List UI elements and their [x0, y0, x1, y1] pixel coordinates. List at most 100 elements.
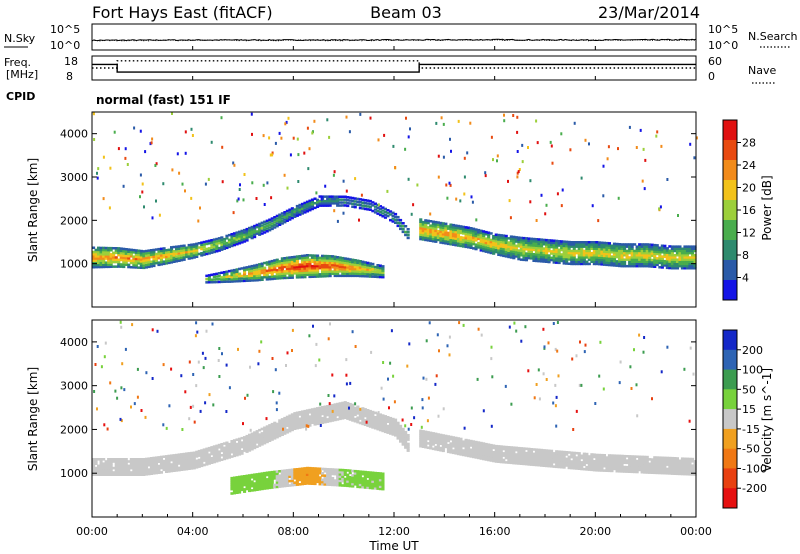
- power-marks-cell: [547, 256, 551, 259]
- power-marks-noise: [658, 207, 661, 211]
- vel-marks-noise: [192, 373, 195, 376]
- vel-marks-cell: [333, 414, 337, 417]
- power-marks-cell: [688, 264, 692, 268]
- power-marks-cell: [610, 255, 614, 258]
- power-marks-cell: [655, 244, 659, 247]
- power-y-tick-label: 3000: [60, 171, 88, 184]
- sky-series: [91, 38, 697, 42]
- vel-marks-cell: [273, 428, 277, 431]
- vel-marks-noise: [123, 388, 126, 392]
- power-marks-cell: [489, 240, 493, 244]
- vel-marks-cell: [308, 480, 312, 483]
- vel-marks-cell: [660, 469, 664, 473]
- vel-marks-cell: [663, 465, 667, 468]
- vel-marks-cell: [441, 449, 445, 453]
- power-marks-cell: [250, 264, 254, 268]
- power-marks-cell: [592, 258, 596, 261]
- power-marks-noise: [250, 112, 253, 116]
- power-marks-cell: [376, 264, 380, 267]
- vel-marks-cell: [235, 487, 239, 490]
- power-marks-cell: [567, 247, 571, 250]
- power-marks-cell: [124, 261, 128, 264]
- vel-marks-cell: [265, 434, 269, 437]
- power-marks-cell: [230, 242, 234, 245]
- power-marks-cell: [492, 243, 496, 247]
- vel-marks-cell: [295, 468, 299, 471]
- power-marks-noise: [512, 114, 515, 117]
- power-marks-cell: [300, 258, 305, 262]
- vel-marks-cell: [419, 444, 423, 448]
- vel-marks-cell: [238, 484, 242, 488]
- vel-marks-cell: [318, 482, 322, 486]
- power-marks-cell: [512, 256, 516, 260]
- vel-marks-cell: [635, 464, 639, 467]
- power-marks-cell: [625, 258, 629, 261]
- vel-marks-cell: [668, 465, 672, 469]
- vel-marks-cell: [524, 456, 529, 459]
- power-marks-cell: [381, 212, 385, 215]
- vel-marks-cell: [454, 447, 458, 451]
- power-marks-cell: [268, 221, 272, 224]
- power-marks-cell: [147, 256, 151, 259]
- vel-marks-cell: [509, 461, 513, 465]
- vel-marks-cell: [245, 437, 249, 440]
- vel-marks-cell: [346, 415, 350, 418]
- vel-marks-cell: [691, 460, 695, 463]
- power-marks-noise: [404, 147, 407, 151]
- power-marks-cell: [336, 202, 340, 205]
- power-marks-cell: [260, 278, 264, 281]
- vel-marks-cell: [104, 460, 108, 463]
- power-marks-cell: [545, 238, 549, 242]
- vel-marks-cell: [119, 458, 123, 461]
- vel-marks-cell: [185, 452, 189, 455]
- power-marks-cell: [665, 260, 669, 263]
- power-marks-cell: [670, 264, 674, 268]
- vel-marks-cell: [170, 463, 174, 466]
- power-marks-cell: [273, 259, 277, 262]
- vel-marks-cell: [316, 467, 320, 470]
- power-marks-cell: [300, 275, 305, 279]
- vel-marks-cell: [552, 460, 556, 464]
- vel-marks-cell: [449, 448, 453, 452]
- vel-marks-cell: [260, 472, 264, 475]
- vel-marks-cell: [351, 410, 355, 413]
- vel-marks-cell: [540, 464, 544, 467]
- vel-marks-cell: [366, 482, 370, 485]
- power-marks-cell: [643, 264, 647, 268]
- vel-marks-cell: [489, 457, 493, 460]
- power-marks-cell: [635, 251, 639, 255]
- vel-marks-cell: [250, 447, 254, 451]
- vel-marks-cell: [300, 482, 305, 486]
- power-marks-cell: [464, 228, 468, 231]
- vel-marks-cell: [323, 470, 327, 473]
- power-marks-cell: [648, 260, 652, 264]
- power-marks-cell: [321, 195, 325, 198]
- power-marks-cell: [650, 248, 654, 251]
- power-marks-cell: [633, 258, 637, 261]
- vel-marks-cell: [389, 425, 393, 429]
- power-marks-cell: [532, 242, 536, 245]
- vel-marks-cell: [238, 446, 242, 449]
- power-marks-cell: [371, 201, 375, 204]
- vel-marks-cell: [107, 466, 111, 470]
- power-marks-cell: [663, 253, 667, 256]
- power-marks-cell: [381, 215, 385, 218]
- vel-marks-cell: [529, 448, 534, 451]
- power-marks-cell: [119, 249, 123, 253]
- vel-marks-noise: [389, 361, 392, 365]
- power-marks-cell: [585, 262, 589, 266]
- power-marks-cell: [557, 257, 561, 260]
- vel-marks-cell: [368, 416, 372, 419]
- power-marks-cell: [527, 239, 531, 242]
- power-marks-cell: [597, 258, 602, 262]
- power-marks-cell: [114, 249, 118, 252]
- power-marks-cell: [167, 250, 171, 254]
- vel-marks-cell: [640, 455, 644, 459]
- vel-marks-cell: [248, 444, 252, 448]
- vel-marks-cell: [240, 486, 244, 489]
- power-marks-cell: [333, 195, 337, 198]
- vel-marks-cell: [351, 414, 355, 418]
- vel-marks-noise: [96, 345, 99, 348]
- power-marks-cell: [288, 208, 292, 211]
- vel-marks-cell: [668, 467, 672, 471]
